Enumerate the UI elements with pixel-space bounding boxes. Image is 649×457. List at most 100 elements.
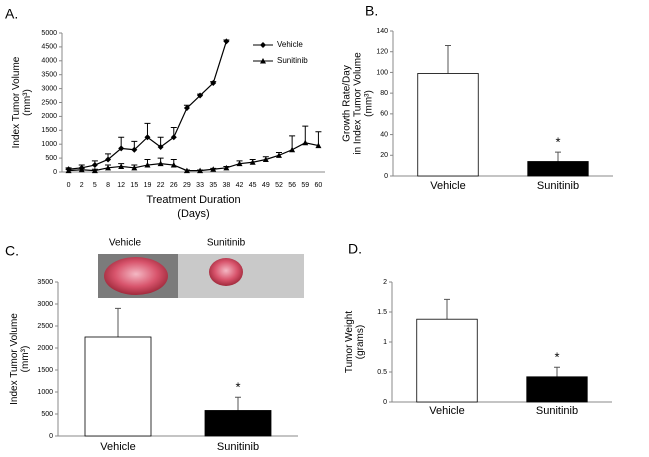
point bbox=[91, 162, 98, 169]
significance-marker: * bbox=[555, 135, 560, 150]
y-axis-title: (mm³) bbox=[22, 89, 33, 116]
series-line bbox=[68, 142, 319, 172]
bar bbox=[417, 73, 479, 177]
point bbox=[131, 146, 138, 153]
point bbox=[223, 38, 230, 45]
x-tick-label: Vehicle bbox=[100, 441, 135, 453]
y-tick-label: 1500 bbox=[37, 367, 53, 374]
panel-label: D. bbox=[348, 241, 362, 257]
y-tick-label: 500 bbox=[45, 155, 57, 162]
y-tick-label: 0 bbox=[53, 169, 57, 176]
point bbox=[197, 167, 204, 174]
x-tick-label: 59 bbox=[301, 182, 309, 189]
bar bbox=[416, 318, 478, 403]
y-axis-title: (mm³) bbox=[20, 346, 31, 373]
error-bar bbox=[115, 307, 121, 337]
y-axis-title: Growth Rate/Day bbox=[342, 65, 353, 142]
point bbox=[105, 164, 112, 171]
legend-marker bbox=[260, 42, 266, 48]
y-tick-label: 1 bbox=[383, 339, 387, 346]
point bbox=[118, 145, 125, 152]
y-tick-label: 2000 bbox=[41, 113, 57, 120]
y-tick-label: 20 bbox=[380, 152, 388, 159]
y-tick-label: 3500 bbox=[37, 279, 53, 286]
point bbox=[144, 162, 151, 168]
x-tick-label: 2 bbox=[80, 182, 84, 189]
error-bar bbox=[444, 298, 450, 320]
x-tick-label: Sunitinib bbox=[537, 180, 579, 192]
y-tick-label: 100 bbox=[376, 69, 388, 76]
y-tick-label: 140 bbox=[376, 28, 388, 35]
bar bbox=[84, 336, 152, 437]
x-tick-label: Sunitinib bbox=[217, 441, 259, 453]
series-line bbox=[68, 41, 227, 170]
point bbox=[302, 139, 309, 146]
x-tick-label: 52 bbox=[275, 182, 283, 189]
point bbox=[262, 156, 269, 162]
point bbox=[210, 166, 217, 172]
y-tick-label: 3500 bbox=[41, 72, 57, 79]
y-tick-label: 80 bbox=[380, 90, 388, 97]
x-tick-label: 12 bbox=[117, 182, 125, 189]
panel-label: A. bbox=[5, 6, 18, 22]
y-tick-label: 2500 bbox=[41, 99, 57, 106]
point bbox=[105, 156, 112, 163]
x-tick-label: 5 bbox=[93, 182, 97, 189]
point bbox=[78, 166, 85, 173]
y-tick-label: 0 bbox=[49, 433, 53, 440]
point bbox=[65, 167, 72, 174]
x-tick-label: 33 bbox=[196, 182, 204, 189]
x-tick-label: 29 bbox=[183, 182, 191, 189]
y-tick-label: 3000 bbox=[37, 301, 53, 308]
x-tick-label: 22 bbox=[157, 182, 165, 189]
legend-label: Vehicle bbox=[277, 40, 303, 49]
photo-label: Sunitinib bbox=[207, 238, 246, 249]
point bbox=[315, 142, 322, 149]
x-axis-title: (Days) bbox=[177, 208, 209, 220]
y-tick-label: 1000 bbox=[37, 389, 53, 396]
y-tick-label: 60 bbox=[380, 111, 388, 118]
y-tick-label: 5000 bbox=[41, 30, 57, 37]
x-tick-label: 35 bbox=[209, 182, 217, 189]
y-axis-title: Tumor Weight bbox=[344, 311, 355, 373]
point bbox=[183, 167, 190, 174]
y-tick-label: 2000 bbox=[37, 345, 53, 352]
vehicle-tumor bbox=[104, 257, 168, 295]
panel-label: C. bbox=[5, 243, 19, 259]
y-tick-label: 0.5 bbox=[377, 369, 387, 376]
error-bar bbox=[235, 396, 241, 411]
photo-label: Vehicle bbox=[109, 238, 142, 249]
sunitinib-tumor bbox=[209, 258, 243, 286]
error-bar bbox=[554, 366, 560, 377]
x-tick-label: 45 bbox=[249, 182, 257, 189]
point bbox=[144, 134, 151, 141]
error-bar bbox=[555, 151, 561, 162]
x-tick-label: 49 bbox=[262, 182, 270, 189]
error-bar bbox=[445, 45, 451, 74]
point bbox=[249, 159, 256, 165]
point bbox=[223, 164, 230, 171]
bar bbox=[526, 376, 588, 403]
y-tick-label: 2500 bbox=[37, 323, 53, 330]
legend-marker bbox=[260, 58, 266, 64]
point bbox=[210, 80, 217, 87]
point bbox=[170, 134, 177, 141]
point bbox=[118, 163, 125, 169]
y-axis-title: (mm³) bbox=[364, 90, 375, 117]
y-tick-label: 3000 bbox=[41, 85, 57, 92]
legend-label: Sunitinib bbox=[277, 56, 308, 65]
bar bbox=[527, 161, 589, 177]
x-tick-label: 56 bbox=[288, 182, 296, 189]
y-tick-label: 500 bbox=[41, 411, 53, 418]
x-tick-label: 26 bbox=[170, 182, 178, 189]
x-tick-label: Sunitinib bbox=[536, 405, 578, 417]
x-tick-label: 60 bbox=[315, 182, 323, 189]
point bbox=[91, 167, 98, 174]
panel-label: B. bbox=[365, 3, 378, 19]
point bbox=[183, 105, 190, 112]
point bbox=[157, 143, 164, 150]
x-tick-label: 42 bbox=[236, 182, 244, 189]
x-tick-label: 8 bbox=[106, 182, 110, 189]
y-tick-label: 120 bbox=[376, 49, 388, 56]
